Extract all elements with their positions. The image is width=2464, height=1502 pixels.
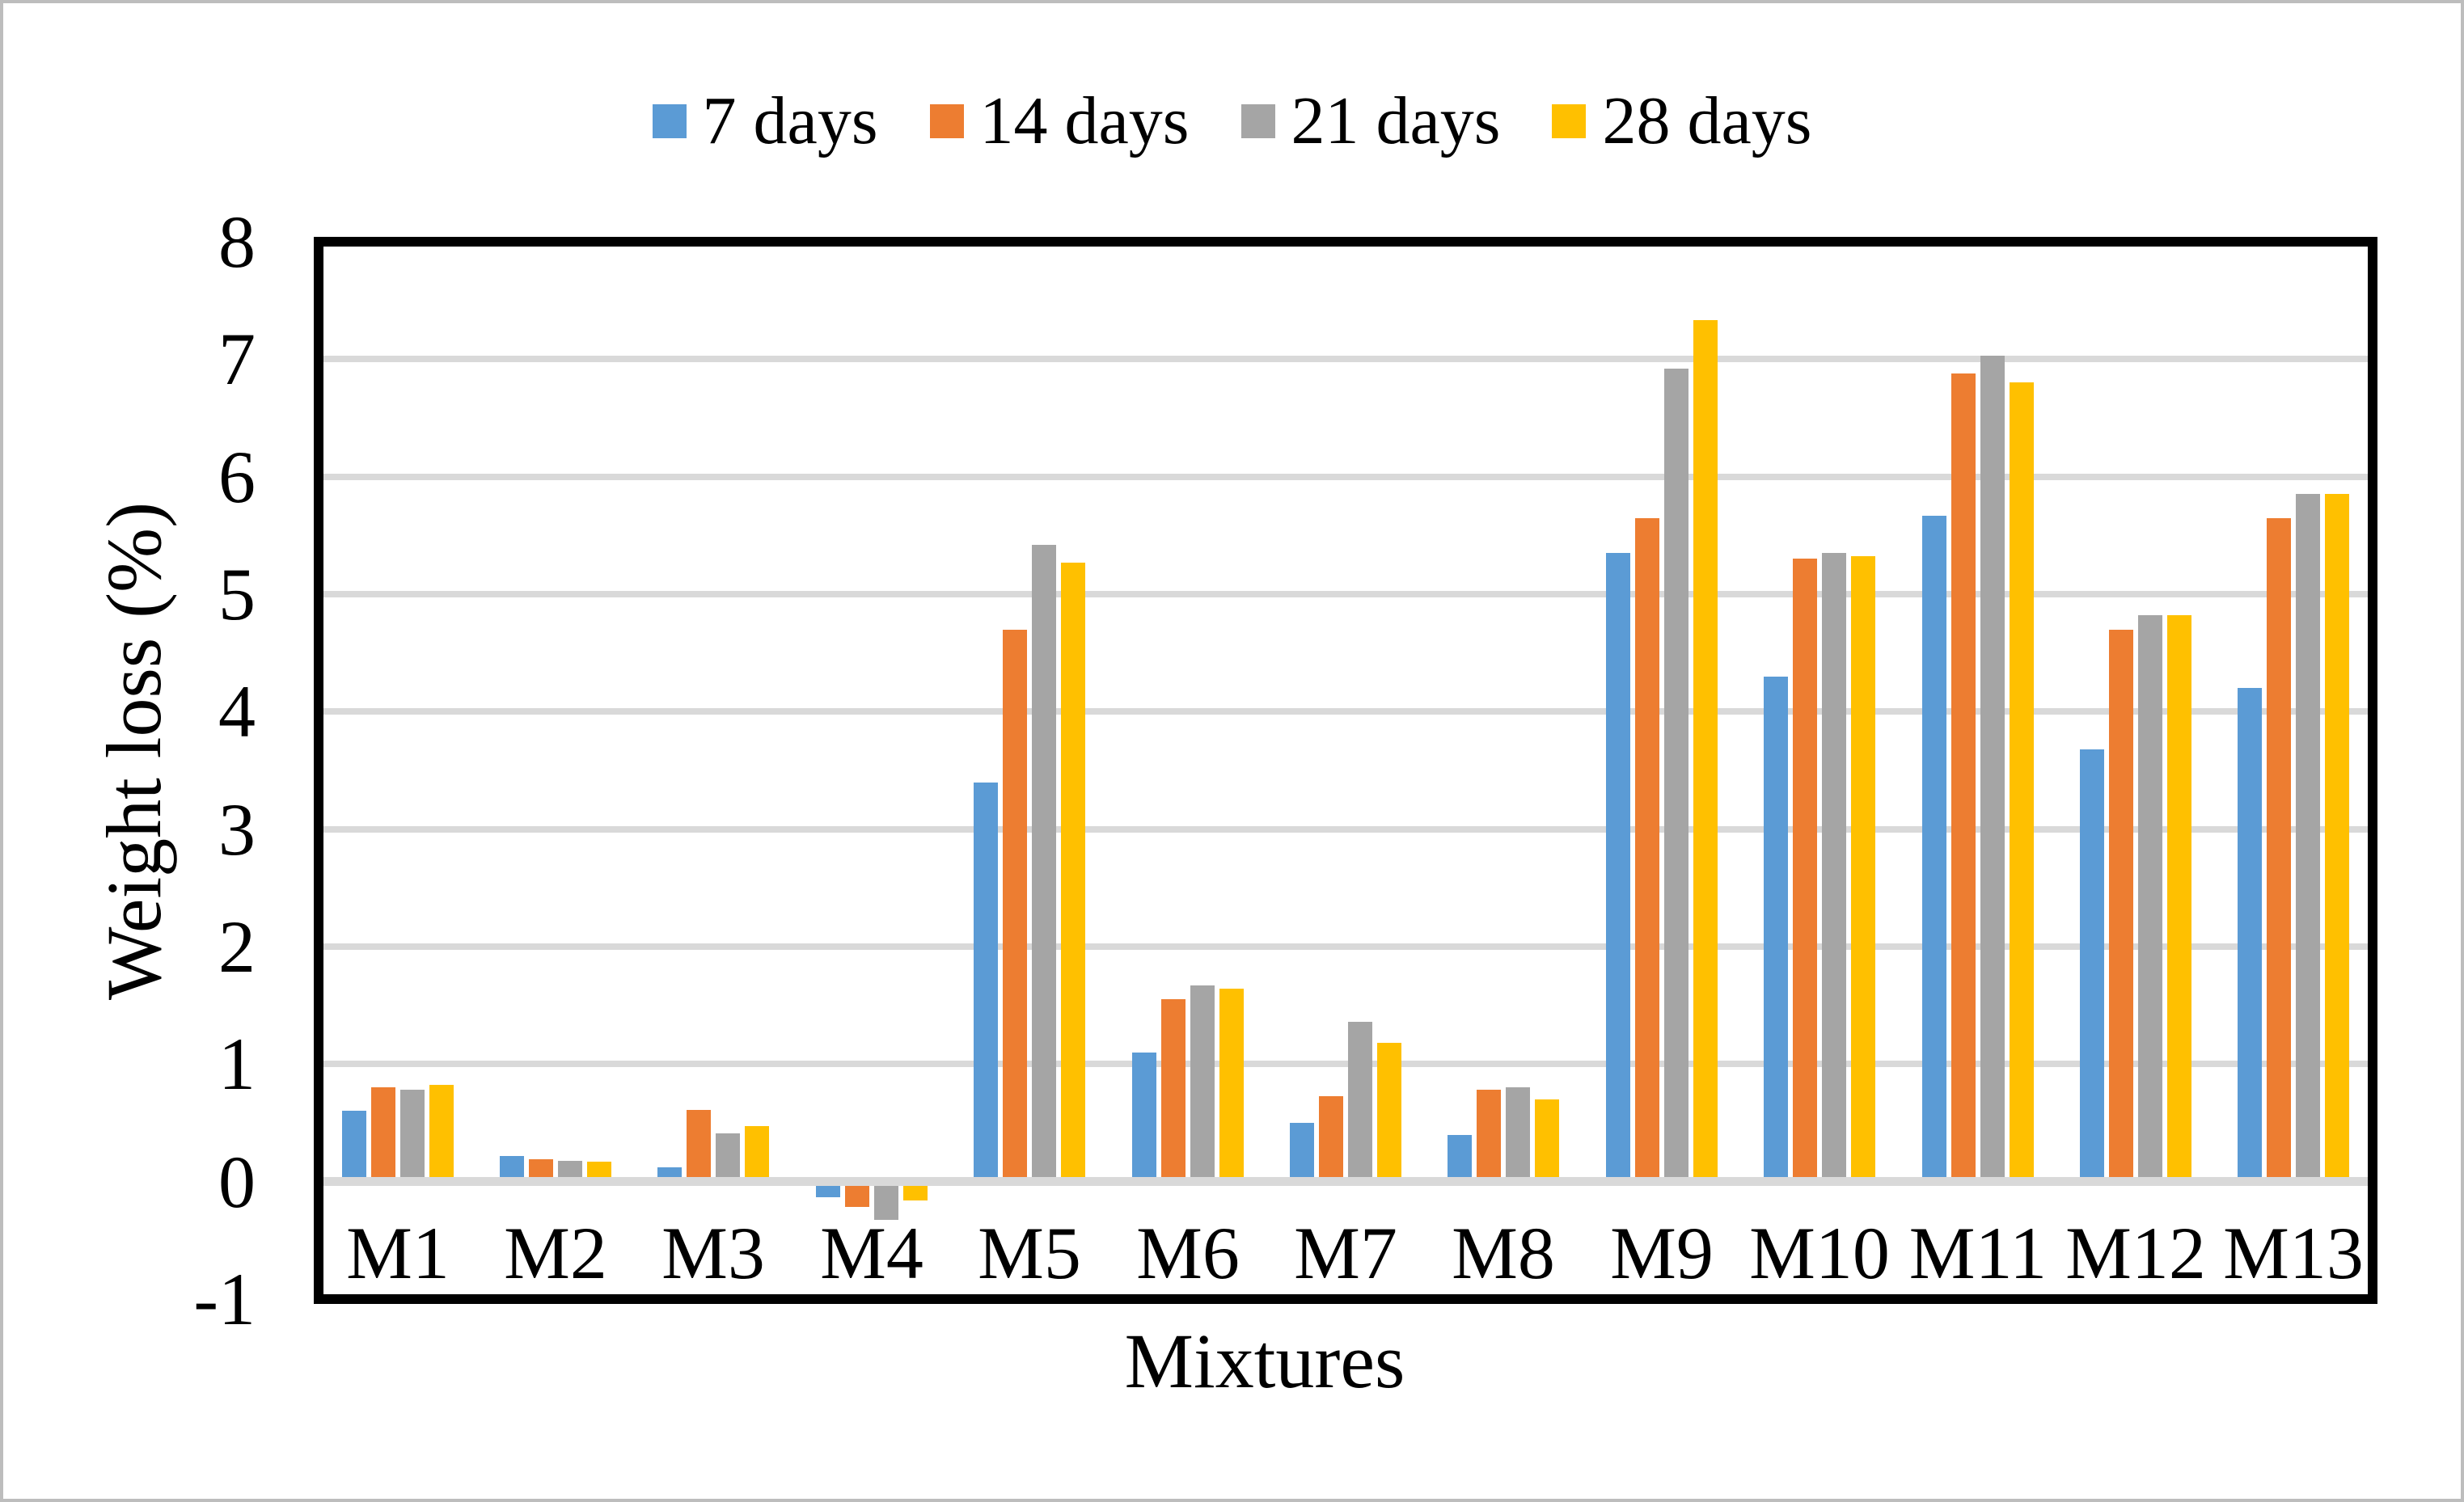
bar-M3-21-days	[716, 1133, 740, 1182]
legend-swatch-icon	[1552, 104, 1587, 138]
legend-item-14-days: 14 days	[929, 83, 1190, 158]
bar-M6-7-days	[1132, 1053, 1156, 1182]
bar-M3-14-days	[687, 1110, 711, 1182]
bar-M7-14-days	[1319, 1096, 1343, 1182]
bar-M10-14-days	[1793, 559, 1817, 1181]
bar-M7-7-days	[1290, 1123, 1314, 1182]
x-category-label-M4: M4	[820, 1212, 923, 1294]
gridline-y2	[323, 943, 2368, 950]
legend-item-21-days: 21 days	[1240, 83, 1501, 158]
legend-swatch-icon	[1240, 104, 1275, 138]
gridline-y5	[323, 591, 2368, 597]
bar-M10-21-days	[1822, 553, 1846, 1182]
y-tick-label-6: 6	[218, 436, 256, 518]
x-axis-title: Mixtures	[1124, 1318, 1405, 1404]
x-category-label-M10: M10	[1749, 1212, 1890, 1294]
y-tick-label-1: 1	[218, 1023, 256, 1105]
bar-M8-7-days	[1448, 1135, 1472, 1182]
y-tick-label-2: 2	[218, 905, 256, 988]
bar-M13-7-days	[2238, 688, 2262, 1181]
bar-M1-28-days	[429, 1085, 454, 1181]
y-tick-label-5: 5	[218, 553, 256, 635]
bar-M6-28-days	[1219, 989, 1244, 1181]
bar-M12-7-days	[2080, 749, 2104, 1182]
y-tick-label-3: 3	[218, 788, 256, 871]
bar-M8-28-days	[1535, 1099, 1559, 1182]
bar-M13-21-days	[2296, 494, 2320, 1181]
x-category-label-M13: M13	[2223, 1212, 2364, 1294]
legend-swatch-icon	[652, 104, 687, 138]
bar-M7-28-days	[1377, 1043, 1401, 1181]
plot-frame	[314, 237, 2377, 1304]
bar-M11-14-days	[1951, 373, 1976, 1182]
bar-M5-14-days	[1003, 630, 1027, 1182]
bar-M9-21-days	[1664, 369, 1688, 1182]
x-category-label-M7: M7	[1294, 1212, 1397, 1294]
bar-M12-28-days	[2167, 615, 2191, 1182]
x-category-label-M8: M8	[1452, 1212, 1555, 1294]
x-category-label-M2: M2	[504, 1212, 607, 1294]
bar-M5-21-days	[1032, 545, 1056, 1182]
bar-M6-14-days	[1161, 999, 1186, 1181]
legend: 7 days 14 days 21 days 28 days	[3, 76, 2461, 167]
bar-M8-14-days	[1477, 1090, 1501, 1181]
bar-M1-14-days	[371, 1087, 395, 1181]
gridline-y7	[323, 356, 2368, 362]
bar-M9-14-days	[1635, 518, 1659, 1182]
bar-M9-28-days	[1693, 320, 1718, 1181]
y-tick-label--1: -1	[193, 1258, 256, 1340]
bar-M12-14-days	[2109, 630, 2133, 1182]
x-category-label-M5: M5	[978, 1212, 1081, 1294]
y-tick-label-8: 8	[218, 200, 256, 283]
bar-M4-21-days	[874, 1182, 898, 1220]
x-category-label-M6: M6	[1136, 1212, 1240, 1294]
bar-M8-21-days	[1506, 1087, 1530, 1181]
legend-label: 28 days	[1602, 83, 1812, 158]
bar-M1-21-days	[400, 1090, 425, 1181]
x-category-label-M12: M12	[2065, 1212, 2206, 1294]
legend-swatch-icon	[929, 104, 964, 138]
bar-M12-21-days	[2138, 615, 2162, 1182]
legend-item-7-days: 7 days	[652, 83, 878, 158]
bar-M1-7-days	[342, 1111, 366, 1181]
bar-M4-14-days	[845, 1182, 869, 1207]
bar-M5-7-days	[974, 783, 998, 1182]
bar-M3-28-days	[745, 1126, 769, 1181]
zero-axis-line	[323, 1177, 2368, 1186]
bar-M5-28-days	[1061, 563, 1085, 1182]
x-category-label-M11: M11	[1908, 1212, 2048, 1294]
legend-label: 7 days	[702, 83, 878, 158]
bar-M13-14-days	[2267, 518, 2291, 1182]
bar-M6-21-days	[1190, 985, 1215, 1182]
bar-M11-28-days	[2010, 382, 2034, 1181]
x-category-label-M3: M3	[661, 1212, 765, 1294]
bar-M10-7-days	[1764, 677, 1788, 1182]
bar-M11-21-days	[1980, 356, 2005, 1182]
bar-M9-7-days	[1606, 553, 1630, 1182]
y-tick-label-0: 0	[218, 1141, 256, 1223]
bar-M7-21-days	[1348, 1022, 1372, 1182]
bar-M11-7-days	[1922, 516, 1946, 1182]
legend-label: 14 days	[979, 83, 1190, 158]
bar-M13-28-days	[2325, 494, 2349, 1181]
gridline-y1	[323, 1061, 2368, 1067]
gridline-y3	[323, 826, 2368, 833]
bar-M4-28-days	[903, 1182, 928, 1200]
legend-item-28-days: 28 days	[1552, 87, 1811, 155]
x-category-label-M1: M1	[346, 1212, 450, 1294]
x-category-label-M9: M9	[1610, 1212, 1714, 1294]
gridline-y6	[323, 474, 2368, 480]
gridline-y4	[323, 708, 2368, 715]
y-tick-label-7: 7	[218, 318, 256, 400]
legend-label: 21 days	[1291, 83, 1501, 158]
bar-M10-28-days	[1851, 556, 1875, 1181]
y-tick-label-4: 4	[218, 670, 256, 753]
